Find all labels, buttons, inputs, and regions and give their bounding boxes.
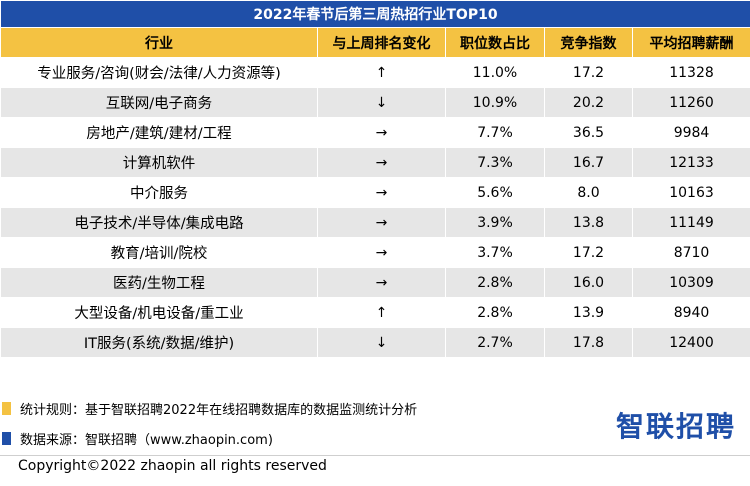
average-salary-cell: 8940 xyxy=(631,297,750,328)
average-salary-cell: 9984 xyxy=(631,117,750,148)
rank-change-cell: → xyxy=(317,267,446,298)
rank-change-cell: → xyxy=(317,147,446,178)
rank-change-cell: → xyxy=(317,207,446,238)
source-note-text: 数据来源：智联招聘（www.zhaopin.com) xyxy=(20,432,273,448)
job-share-cell: 10.9% xyxy=(445,87,545,118)
copyright-text: Copyright©2022 zhaopin all rights reserv… xyxy=(18,458,327,474)
table-row: 电子技术/半导体/集成电路 → 3.9% 13.8 11149 xyxy=(0,207,750,238)
average-salary-cell: 12133 xyxy=(631,147,750,178)
blue-square-icon xyxy=(2,431,11,445)
table-row: 教育/培训/院校 → 3.7% 17.2 8710 xyxy=(0,237,750,268)
rank-change-cell: ↑ xyxy=(317,297,446,328)
table-body: 专业服务/咨询(财会/法律/人力资源等) ↑ 11.0% 17.2 11328 互联网/电… xyxy=(0,57,750,358)
yellow-square-icon xyxy=(2,401,11,415)
industry-cell: 大型设备/机电设备/重工业 xyxy=(0,297,318,328)
rank-change-cell: → xyxy=(317,117,446,148)
table-row: 大型设备/机电设备/重工业 ↑ 2.8% 13.9 8940 xyxy=(0,297,750,328)
table-row: 中介服务 → 5.6% 8.0 10163 xyxy=(0,177,750,208)
industry-cell: 互联网/电子商务 xyxy=(0,87,318,118)
job-share-cell: 11.0% xyxy=(445,57,545,88)
job-share-cell: 7.3% xyxy=(445,147,545,178)
average-salary-cell: 11260 xyxy=(631,87,750,118)
competition-index-cell: 8.0 xyxy=(544,177,633,208)
table-header-row: 行业 与上周排名变化 职位数占比 竞争指数 平均招聘薪酬 xyxy=(0,27,750,58)
hot-industries-table: 2022年春节后第三周热招行业TOP10 行业 与上周排名变化 职位数占比 竞争… xyxy=(0,0,750,358)
industry-cell: 医药/生物工程 xyxy=(0,267,318,298)
table-title: 2022年春节后第三周热招行业TOP10 xyxy=(0,0,750,28)
competition-index-cell: 16.7 xyxy=(544,147,633,178)
average-salary-cell: 12400 xyxy=(631,327,750,358)
competition-index-cell: 20.2 xyxy=(544,87,633,118)
rank-change-cell: → xyxy=(317,177,446,208)
competition-index-cell: 16.0 xyxy=(544,267,633,298)
competition-index-cell: 36.5 xyxy=(544,117,633,148)
divider xyxy=(0,455,750,456)
job-share-cell: 3.7% xyxy=(445,237,545,268)
competition-index-cell: 13.9 xyxy=(544,297,633,328)
job-share-cell: 3.9% xyxy=(445,207,545,238)
rank-change-cell: ↓ xyxy=(317,87,446,118)
industry-cell: 房地产/建筑/建材/工程 xyxy=(0,117,318,148)
table-row: IT服务(系统/数据/维护) ↓ 2.7% 17.8 12400 xyxy=(0,327,750,358)
header-competition-index: 竞争指数 xyxy=(544,27,633,58)
job-share-cell: 2.8% xyxy=(445,297,545,328)
competition-index-cell: 17.2 xyxy=(544,57,633,88)
average-salary-cell: 11328 xyxy=(631,57,750,88)
job-share-cell: 2.8% xyxy=(445,267,545,298)
header-rank-change: 与上周排名变化 xyxy=(317,27,446,58)
zhaopin-logo: 智联招聘 xyxy=(615,410,736,443)
industry-cell: 中介服务 xyxy=(0,177,318,208)
rank-change-cell: ↓ xyxy=(317,327,446,358)
rank-change-cell: → xyxy=(317,237,446,268)
industry-cell: 教育/培训/院校 xyxy=(0,237,318,268)
rank-change-cell: ↑ xyxy=(317,57,446,88)
header-average-salary: 平均招聘薪酬 xyxy=(631,27,750,58)
table-row: 专业服务/咨询(财会/法律/人力资源等) ↑ 11.0% 17.2 11328 xyxy=(0,57,750,88)
industry-cell: 计算机软件 xyxy=(0,147,318,178)
rule-note: 统计规则：基于智联招聘2022年在线招聘数据库的数据监测统计分析 xyxy=(0,398,417,418)
industry-cell: 电子技术/半导体/集成电路 xyxy=(0,207,318,238)
industry-cell: 专业服务/咨询(财会/法律/人力资源等) xyxy=(0,57,318,88)
table-row: 医药/生物工程 → 2.8% 16.0 10309 xyxy=(0,267,750,298)
average-salary-cell: 10309 xyxy=(631,267,750,298)
industry-cell: IT服务(系统/数据/维护) xyxy=(0,327,318,358)
table-row: 互联网/电子商务 ↓ 10.9% 20.2 11260 xyxy=(0,87,750,118)
source-note: 数据来源：智联招聘（www.zhaopin.com) xyxy=(0,428,273,448)
job-share-cell: 2.7% xyxy=(445,327,545,358)
rule-note-text: 统计规则：基于智联招聘2022年在线招聘数据库的数据监测统计分析 xyxy=(20,402,418,418)
average-salary-cell: 11149 xyxy=(631,207,750,238)
average-salary-cell: 10163 xyxy=(631,177,750,208)
header-industry: 行业 xyxy=(0,27,318,58)
table-title-row: 2022年春节后第三周热招行业TOP10 xyxy=(0,0,750,28)
job-share-cell: 5.6% xyxy=(445,177,545,208)
average-salary-cell: 8710 xyxy=(631,237,750,268)
competition-index-cell: 17.8 xyxy=(544,327,633,358)
competition-index-cell: 17.2 xyxy=(544,237,633,268)
header-job-share: 职位数占比 xyxy=(445,27,545,58)
table-row: 房地产/建筑/建材/工程 → 7.7% 36.5 9984 xyxy=(0,117,750,148)
table-row: 计算机软件 → 7.3% 16.7 12133 xyxy=(0,147,750,178)
competition-index-cell: 13.8 xyxy=(544,207,633,238)
job-share-cell: 7.7% xyxy=(445,117,545,148)
